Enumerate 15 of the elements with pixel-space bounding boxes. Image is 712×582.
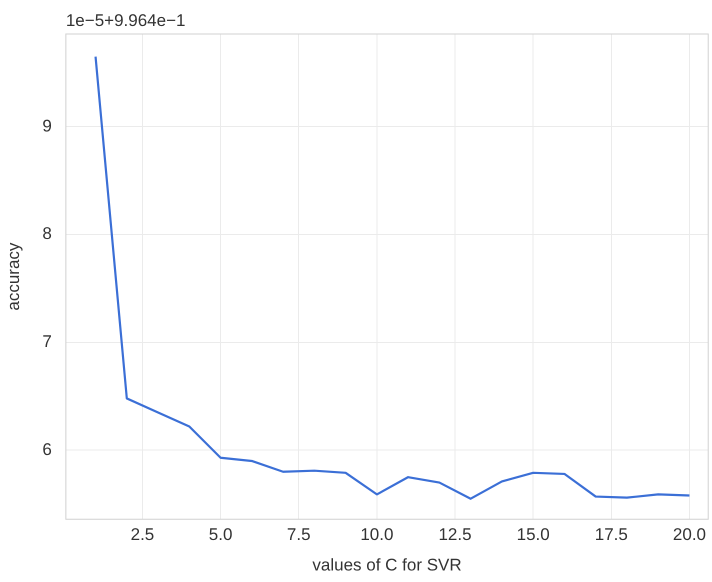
- y-tick-label: 8: [42, 224, 52, 244]
- x-tick-label: 20.0: [672, 525, 706, 544]
- y-axis-title: accuracy: [4, 242, 23, 311]
- x-axis-title: values of C for SVR: [312, 555, 462, 574]
- x-tick-label: 10.0: [360, 525, 394, 544]
- x-tick-label: 17.5: [594, 525, 628, 544]
- x-tick-label: 7.5: [286, 525, 311, 544]
- y-tick-label: 6: [42, 440, 52, 459]
- x-tick-label: 2.5: [130, 525, 154, 544]
- x-tick-label: 5.0: [208, 525, 232, 544]
- y-tick-label: 9: [42, 116, 52, 136]
- x-tick-label: 12.5: [438, 525, 472, 544]
- text: 1e−5+9.964e−1: [66, 11, 186, 30]
- x-tick-label: 15.0: [516, 525, 550, 544]
- y-tick-label: 7: [42, 332, 52, 352]
